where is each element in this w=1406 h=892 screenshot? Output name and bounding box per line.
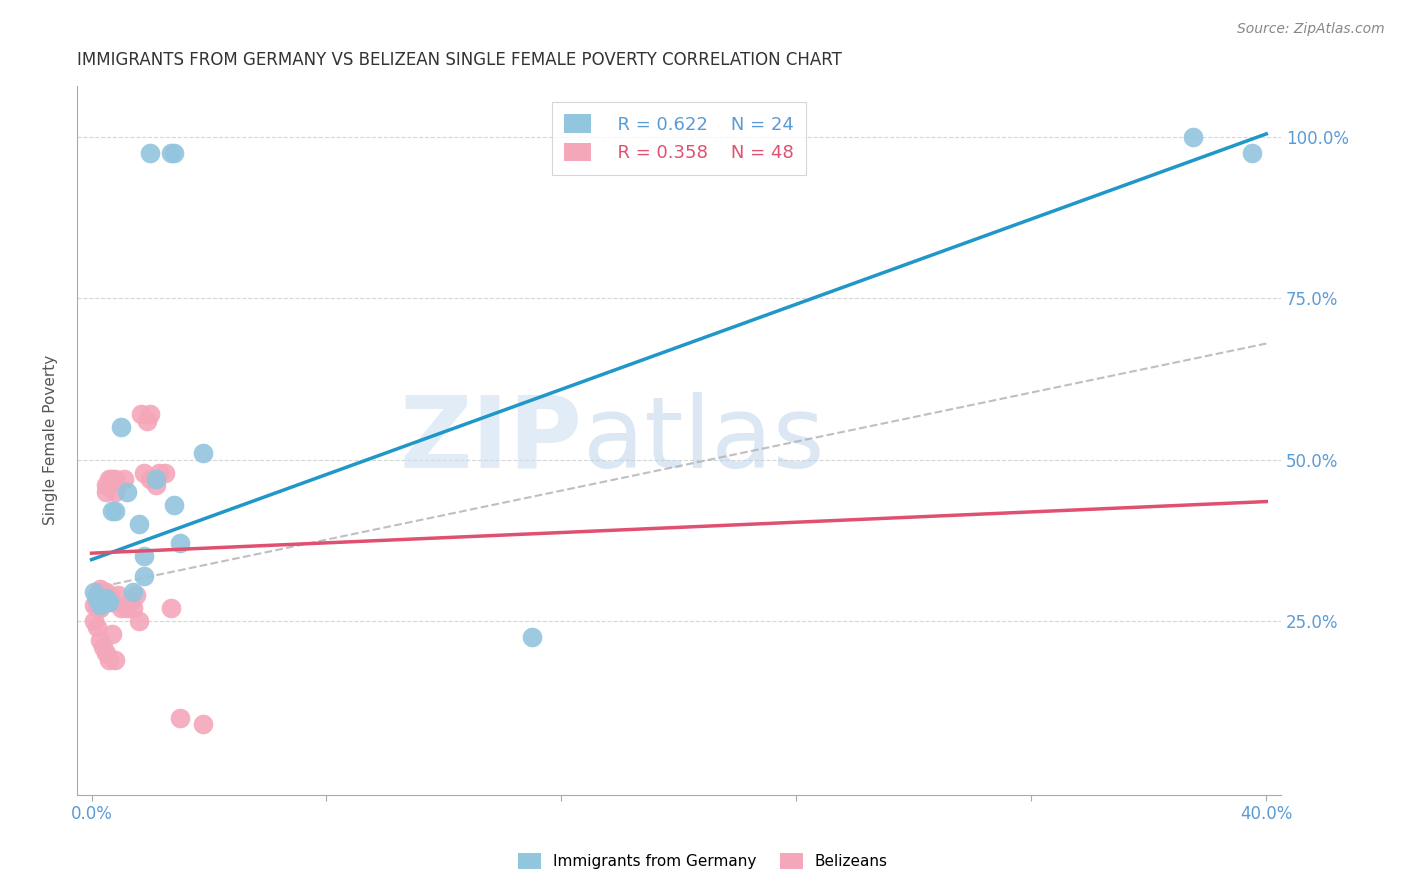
Point: [101, 472, 124, 486]
Y-axis label: Single Female Poverty: Single Female Poverty: [44, 355, 58, 525]
Point: [91, 640, 114, 654]
Point: [145, 478, 167, 492]
Point: [96, 585, 118, 599]
Point: [89, 582, 111, 596]
Point: [101, 504, 124, 518]
Point: [104, 652, 127, 666]
Point: [110, 601, 132, 615]
Point: [139, 472, 162, 486]
Point: [134, 568, 156, 582]
Point: [98, 588, 121, 602]
Point: [160, 146, 183, 161]
Point: [89, 598, 111, 612]
Point: [96, 646, 118, 660]
Point: [89, 601, 111, 615]
Point: [131, 408, 153, 422]
Point: [121, 601, 143, 615]
Point: [136, 414, 159, 428]
Point: [98, 594, 121, 608]
Point: [169, 711, 191, 725]
Point: [101, 627, 124, 641]
Point: [91, 591, 114, 606]
Legend: Immigrants from Germany, Belizeans: Immigrants from Germany, Belizeans: [512, 847, 894, 875]
Point: [163, 498, 186, 512]
Point: [104, 504, 127, 518]
Point: [148, 466, 170, 480]
Point: [89, 633, 111, 648]
Point: [121, 585, 143, 599]
Point: [104, 472, 127, 486]
Point: [104, 484, 127, 499]
Point: [139, 408, 162, 422]
Point: [110, 420, 132, 434]
Point: [96, 591, 118, 606]
Point: [101, 594, 124, 608]
Text: IMMIGRANTS FROM GERMANY VS BELIZEAN SINGLE FEMALE POVERTY CORRELATION CHART: IMMIGRANTS FROM GERMANY VS BELIZEAN SING…: [77, 51, 842, 69]
Point: [1181, 130, 1204, 145]
Point: [83, 614, 105, 628]
Point: [91, 594, 114, 608]
Point: [86, 620, 108, 634]
Point: [124, 588, 146, 602]
Point: [163, 146, 186, 161]
Legend:   R = 0.622    N = 24,   R = 0.358    N = 48: R = 0.622 N = 24, R = 0.358 N = 48: [551, 102, 806, 175]
Point: [98, 478, 121, 492]
Text: Source: ZipAtlas.com: Source: ZipAtlas.com: [1237, 22, 1385, 37]
Point: [169, 536, 191, 550]
Point: [520, 630, 543, 644]
Point: [98, 472, 121, 486]
Point: [118, 594, 141, 608]
Point: [112, 472, 135, 486]
Point: [160, 601, 183, 615]
Point: [134, 549, 156, 564]
Point: [86, 591, 108, 606]
Point: [107, 588, 129, 602]
Point: [128, 517, 150, 532]
Point: [96, 484, 118, 499]
Point: [134, 466, 156, 480]
Point: [96, 594, 118, 608]
Point: [89, 594, 111, 608]
Point: [191, 717, 214, 731]
Text: atlas: atlas: [582, 392, 824, 489]
Point: [153, 466, 176, 480]
Point: [83, 598, 105, 612]
Text: ZIP: ZIP: [399, 392, 582, 489]
Point: [89, 585, 111, 599]
Point: [98, 652, 121, 666]
Point: [86, 594, 108, 608]
Point: [115, 484, 138, 499]
Point: [83, 585, 105, 599]
Point: [91, 588, 114, 602]
Point: [145, 472, 167, 486]
Point: [139, 146, 162, 161]
Point: [115, 601, 138, 615]
Point: [86, 601, 108, 615]
Point: [96, 478, 118, 492]
Point: [128, 614, 150, 628]
Point: [191, 446, 214, 460]
Point: [86, 588, 108, 602]
Point: [1240, 146, 1263, 161]
